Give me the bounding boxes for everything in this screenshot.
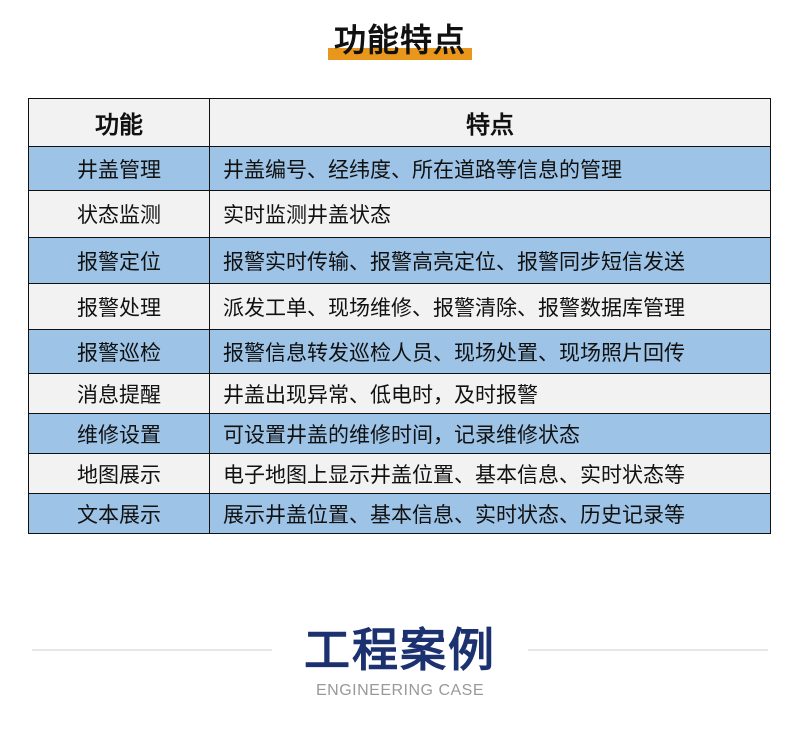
- desc-cell: 报警信息转发巡检人员、现场处置、现场照片回传: [209, 329, 771, 374]
- feature-cell: 消息提醒: [28, 373, 210, 414]
- desc-cell: 展示井盖位置、基本信息、实时状态、历史记录等: [209, 493, 771, 534]
- feature-cell: 地图展示: [28, 453, 210, 494]
- table-row: 状态监测 实时监测井盖状态: [28, 190, 771, 238]
- table-row: 报警处理 派发工单、现场维修、报警清除、报警数据库管理: [28, 283, 771, 330]
- feature-cell: 井盖管理: [28, 146, 210, 191]
- table-row: 文本展示 展示井盖位置、基本信息、实时状态、历史记录等: [28, 493, 771, 534]
- section-title: 功能特点: [327, 18, 472, 62]
- desc-cell: 可设置井盖的维修时间，记录维修状态: [209, 413, 771, 454]
- table-header-row: 功能 特点: [28, 98, 771, 147]
- table-row: 报警定位 报警实时传输、报警高亮定位、报警同步短信发送: [28, 237, 771, 284]
- feature-cell: 报警巡检: [28, 329, 210, 374]
- feature-cell: 文本展示: [28, 493, 210, 534]
- feature-cell: 维修设置: [28, 413, 210, 454]
- desc-cell: 实时监测井盖状态: [209, 190, 771, 238]
- section-header: 功能特点: [0, 18, 800, 62]
- header-desc: 特点: [209, 98, 771, 147]
- case-subtitle: ENGINEERING CASE: [315, 682, 485, 699]
- divider-right: [528, 649, 768, 651]
- table-row: 井盖管理 井盖编号、经纬度、所在道路等信息的管理: [28, 146, 771, 191]
- table-row: 报警巡检 报警信息转发巡检人员、现场处置、现场照片回传: [28, 329, 771, 374]
- feature-table: 功能 特点 井盖管理 井盖编号、经纬度、所在道路等信息的管理 状态监测 实时监测井盖状…: [28, 98, 771, 534]
- header-feature: 功能: [28, 98, 210, 147]
- table-row: 地图展示 电子地图上显示井盖位置、基本信息、实时状态等: [28, 453, 771, 494]
- desc-cell: 井盖编号、经纬度、所在道路等信息的管理: [209, 146, 771, 191]
- feature-cell: 报警定位: [28, 237, 210, 284]
- divider-left: [32, 649, 272, 651]
- feature-cell: 报警处理: [28, 283, 210, 330]
- desc-cell: 报警实时传输、报警高亮定位、报警同步短信发送: [209, 237, 771, 284]
- table-row: 消息提醒 井盖出现异常、低电时，及时报警: [28, 373, 771, 414]
- feature-cell: 状态监测: [28, 190, 210, 238]
- table-row: 维修设置 可设置井盖的维修时间，记录维修状态: [28, 413, 771, 454]
- title-underline: [327, 48, 472, 60]
- desc-cell: 电子地图上显示井盖位置、基本信息、实时状态等: [209, 453, 771, 494]
- desc-cell: 派发工单、现场维修、报警清除、报警数据库管理: [209, 283, 771, 330]
- desc-cell: 井盖出现异常、低电时，及时报警: [209, 373, 771, 414]
- case-title: 工程案例: [304, 623, 496, 677]
